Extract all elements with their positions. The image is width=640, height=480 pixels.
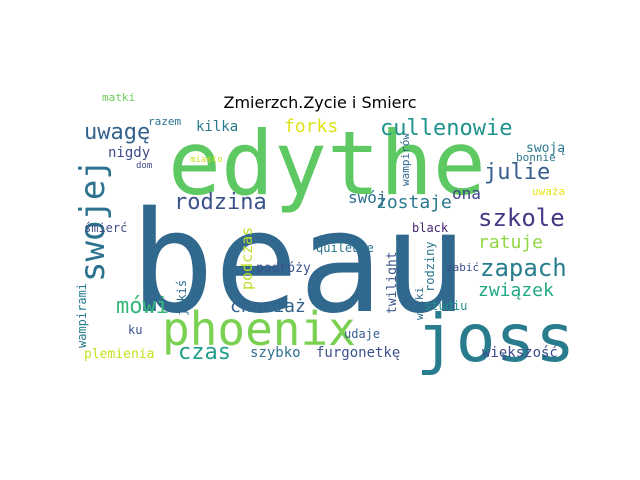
word-szybko: szybko	[250, 345, 301, 361]
figure-title: Zmierzch.Zycie i Smierc	[223, 93, 417, 112]
word-quileute: quileute	[316, 241, 374, 255]
word-wampirow: wampirów	[399, 133, 412, 186]
word-podczas: podczas	[238, 226, 256, 290]
word-cullenowie: cullenowie	[380, 116, 513, 141]
word-kilka: kilka	[196, 119, 239, 135]
word-smierc: śmierć	[84, 221, 128, 235]
word-studiu: studiu	[424, 299, 468, 313]
word-miasto: miasto	[190, 155, 223, 165]
word-jakis: jakiś	[175, 279, 189, 316]
word-mowi: mówi	[116, 294, 169, 319]
word-udaje: udaje	[344, 327, 381, 341]
word-zwiazek: związek	[478, 280, 554, 301]
word-ona: ona	[452, 184, 481, 203]
word-matki: matki	[102, 91, 136, 104]
word-nigdy: nigdy	[108, 145, 151, 161]
word-razem: razem	[148, 115, 182, 128]
word-ratuje: ratuje	[478, 232, 544, 253]
word-zostaje: zostaje	[376, 192, 452, 213]
word-black: black	[412, 221, 449, 235]
word-chociaz: chociaż	[230, 296, 306, 317]
word-plemienia: plemienia	[84, 347, 155, 362]
word-szkole: szkole	[478, 204, 565, 232]
word-beau: beau	[130, 182, 468, 345]
word-podrozy: podróży	[256, 261, 311, 276]
word-czas: czas	[178, 340, 231, 365]
word-phoenix: phoenix	[162, 302, 356, 356]
word-zapach: zapach	[480, 254, 567, 282]
word-swoja: swoją	[526, 141, 566, 156]
word-swoj: swój	[348, 188, 387, 207]
word-julie: julie	[484, 160, 551, 185]
word-uwaza: uważa	[532, 185, 566, 198]
word-twilight: twilight	[385, 251, 400, 314]
word-joss: joss	[416, 300, 575, 377]
word-furgonetke: furgonetkę	[316, 345, 401, 361]
word-ku: ku	[128, 323, 143, 337]
word-wampirami: wampirami	[75, 282, 89, 348]
word-rodziny: rodziny	[423, 241, 437, 292]
word-rodzina: rodzina	[174, 190, 267, 215]
word-dom: dom	[136, 161, 153, 171]
word-zabic: zabić	[446, 261, 480, 274]
word-edythe: edythe	[168, 112, 486, 215]
word-wiekszosc: większość	[482, 345, 558, 361]
word-wilki: wilki	[413, 286, 426, 320]
word-bonnie: bonnie	[516, 151, 556, 164]
word-forks: forks	[284, 116, 339, 137]
word-cloud: beau edythe joss phoenix swojej cullenow…	[73, 92, 576, 372]
word-uwage: uwagę	[84, 120, 151, 145]
